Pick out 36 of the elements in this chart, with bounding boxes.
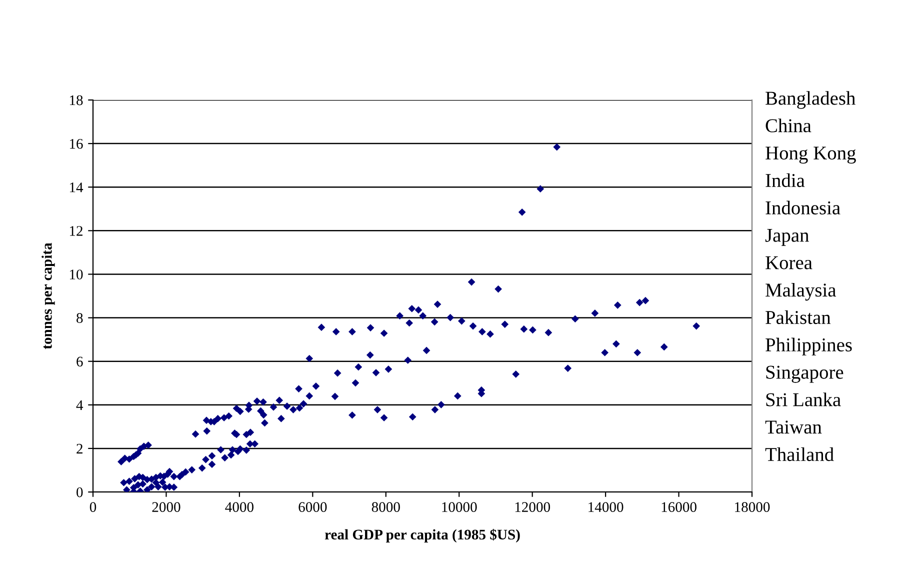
x-tick-label: 0 (90, 502, 96, 512)
y-tick-label: 12 (70, 226, 82, 236)
text: Thailand (765, 447, 834, 462)
x-tick-label: 2000 (152, 502, 180, 512)
x-tick-label: 18000 (735, 502, 770, 512)
text: Pakistan (766, 310, 831, 324)
y-tick-label: 18 (70, 95, 83, 106)
y-tick-label: 14 (70, 182, 84, 192)
text: Hong Kong (766, 146, 856, 164)
x-axis-title: real GDP per capita (1985 $US) (324, 528, 520, 542)
text: Bangladesh (766, 91, 856, 109)
text: Sri Lanka (766, 392, 841, 406)
y-axis-title: tonnes per capita (42, 242, 55, 350)
y-tick-label: 16 (70, 138, 83, 149)
y-tick-label: 4 (76, 400, 84, 410)
text: Taiwan (765, 420, 822, 434)
text: Indonesia (766, 200, 840, 214)
y-tick-label: 6 (76, 356, 83, 367)
text: Singapore (766, 366, 844, 383)
y-tick-label: 10 (70, 270, 83, 280)
x-tick-label: 4000 (225, 502, 254, 512)
x-tick-label: 8000 (372, 502, 400, 512)
text: Korea (766, 256, 812, 270)
text: India (766, 173, 805, 188)
x-tick-label: 12000 (515, 502, 550, 512)
text: Philippines (766, 338, 852, 356)
y-tick-label: 0 (76, 487, 83, 498)
text: Japan (765, 228, 809, 246)
x-tick-label: 10000 (442, 502, 477, 512)
x-tick-label: 14000 (588, 502, 624, 512)
x-tick-label: 16000 (662, 502, 696, 512)
text: China (766, 118, 812, 132)
text: Malaysia (766, 282, 836, 301)
y-tick-label: 8 (76, 313, 83, 323)
x-tick-label: 6000 (298, 502, 327, 512)
y-tick-label: 2 (76, 444, 82, 454)
